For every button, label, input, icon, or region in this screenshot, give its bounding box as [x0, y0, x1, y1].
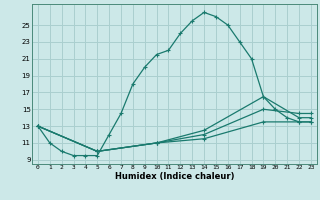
X-axis label: Humidex (Indice chaleur): Humidex (Indice chaleur) [115, 172, 234, 181]
